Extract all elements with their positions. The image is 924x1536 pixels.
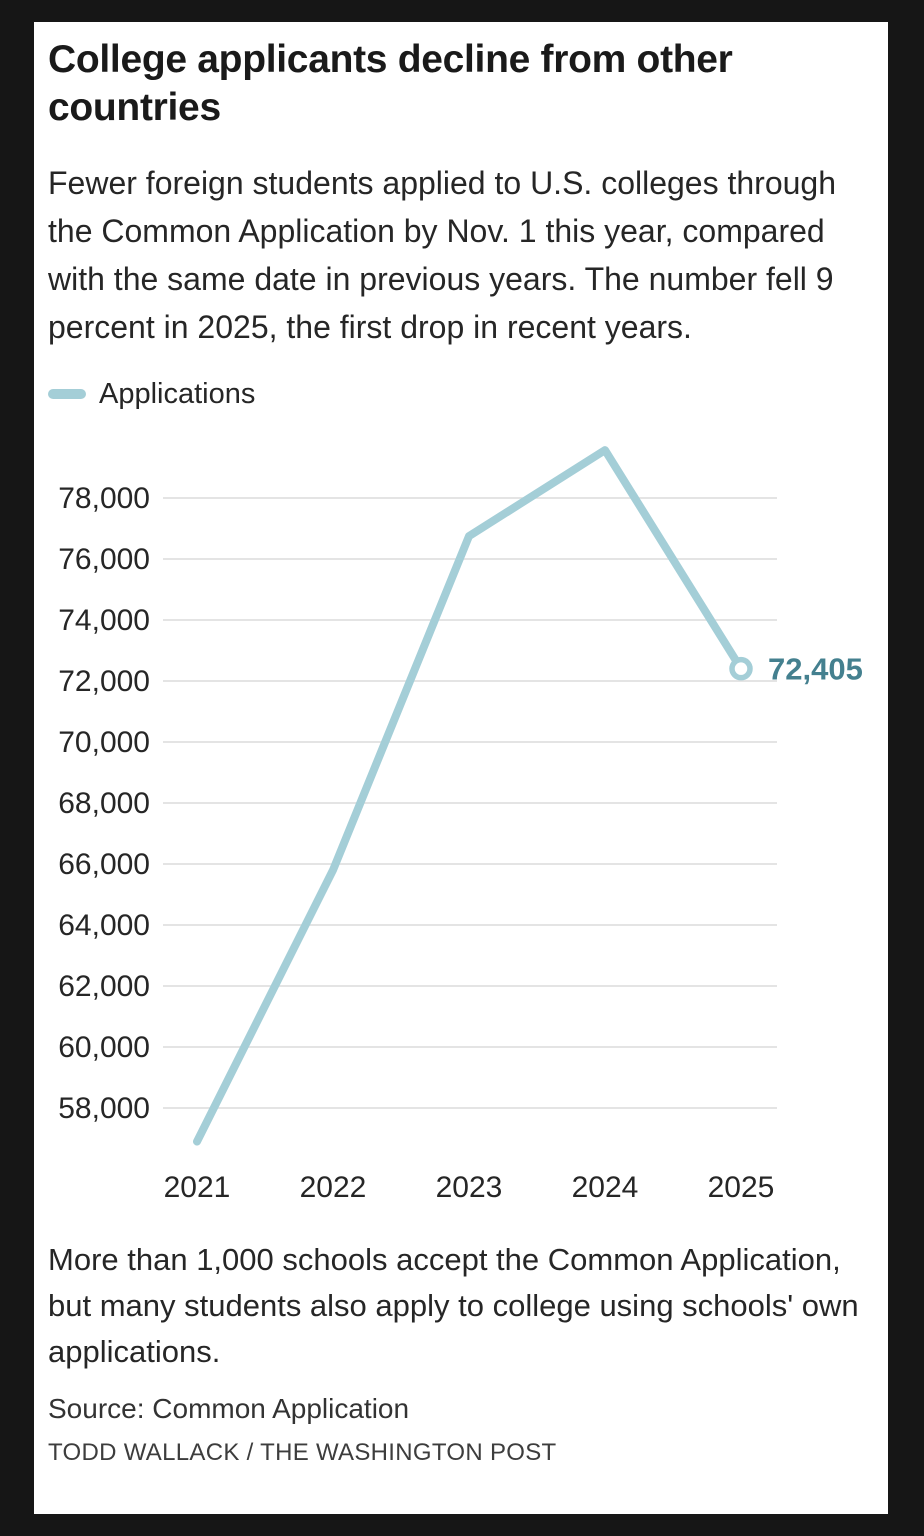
y-axis-tick-label: 64,000 xyxy=(58,909,150,942)
y-axis-tick-label: 60,000 xyxy=(58,1031,150,1064)
byline-credit: TODD WALLACK / THE WASHINGTON POST xyxy=(48,1438,557,1466)
y-axis-tick-label: 74,000 xyxy=(58,604,150,637)
y-axis-tick-label: 68,000 xyxy=(58,787,150,820)
x-axis-tick-label: 2023 xyxy=(436,1171,503,1204)
applications-line-chart: 78,000 76,000 74,000 72,000 70,000 68,000 66,0… xyxy=(58,446,863,1204)
x-axis-tick-label: 2022 xyxy=(300,1171,367,1204)
end-point-marker-icon xyxy=(729,657,753,681)
y-axis-tick-label: 66,000 xyxy=(58,848,150,881)
x-axis-tick-label: 2024 xyxy=(572,1171,639,1204)
legend-line-swatch-icon xyxy=(48,389,86,400)
legend: Applications xyxy=(48,377,874,411)
y-axis-tick-label: 78,000 xyxy=(58,482,150,515)
source-line: Source: Common Application xyxy=(48,1392,410,1424)
y-axis-tick-label: 70,000 xyxy=(58,726,150,759)
chart-card: College applicants decline from other co… xyxy=(34,22,888,1514)
y-axis-tick-label: 58,000 xyxy=(58,1092,150,1125)
y-axis-tick-label: 62,000 xyxy=(58,970,150,1003)
end-point-value-label: 72,405 xyxy=(768,652,863,687)
legend-label: Applications xyxy=(99,377,256,410)
chart-note: More than 1,000 schools accept the Commo… xyxy=(48,1242,859,1369)
chart-description: Fewer foreign students applied to U.S. c… xyxy=(48,165,837,346)
chart-title: College applicants decline from other co… xyxy=(48,38,733,129)
y-axis-tick-label: 76,000 xyxy=(58,543,150,576)
y-axis-tick-label: 72,000 xyxy=(58,665,150,698)
x-axis-tick-label: 2021 xyxy=(164,1171,231,1204)
applications-line xyxy=(193,446,745,1146)
x-axis-tick-label: 2025 xyxy=(708,1171,775,1204)
